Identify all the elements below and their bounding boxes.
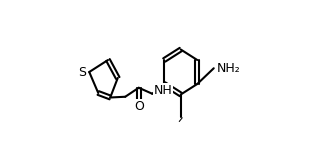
Text: NH₂: NH₂ [217, 62, 241, 75]
Text: O: O [134, 99, 144, 112]
Text: NH: NH [154, 84, 172, 97]
Text: S: S [78, 66, 86, 78]
